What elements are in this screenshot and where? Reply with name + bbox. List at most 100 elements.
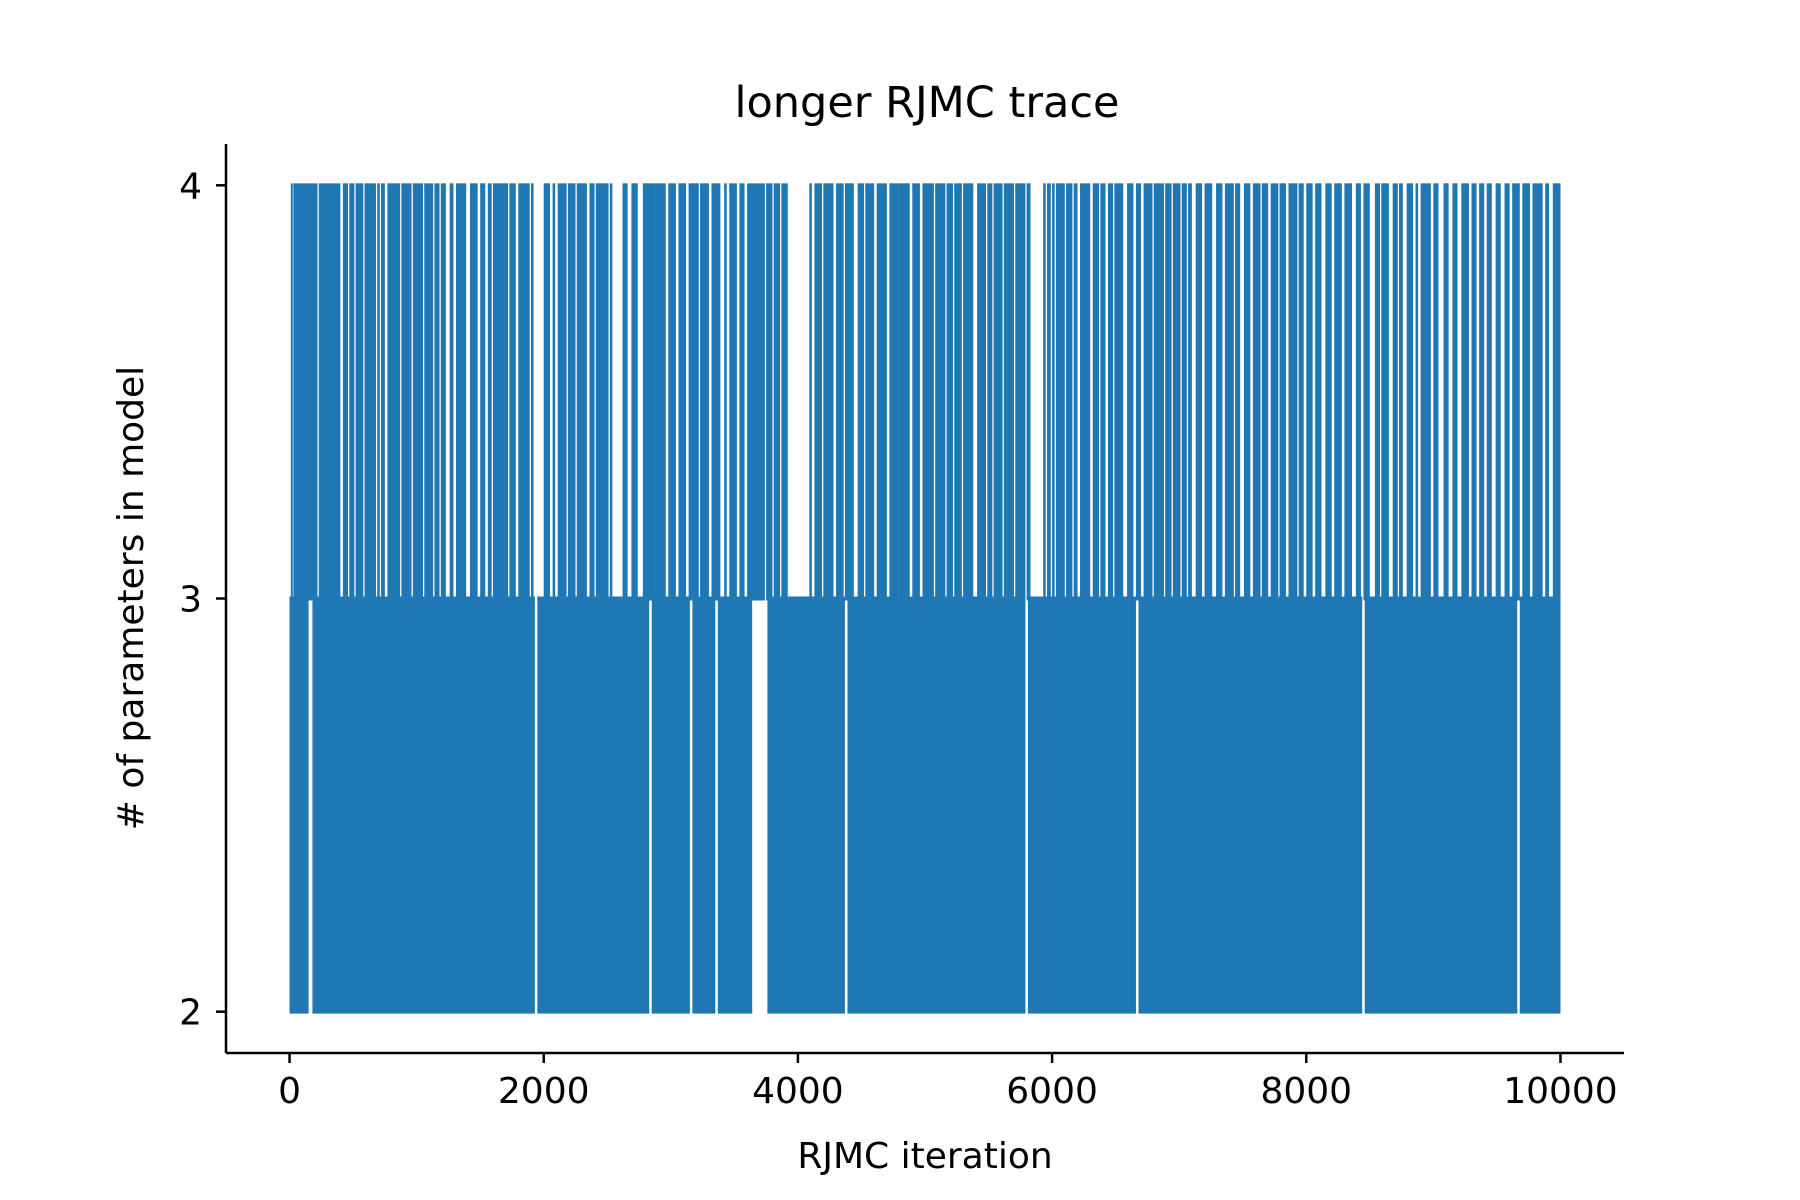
trace-band-3-4	[1052, 185, 1055, 599]
trace-band-3-4	[355, 185, 364, 599]
trace-band-3-4	[668, 185, 676, 599]
trace-band-3-4	[1224, 185, 1234, 599]
trace-band-3-4	[293, 185, 318, 599]
trace-band-3-4	[739, 185, 745, 599]
x-tick-label: 8000	[1260, 1071, 1352, 1112]
trace-band-3-4	[809, 185, 812, 599]
trace-band-3-4	[480, 185, 486, 599]
trace-band-3-4	[1270, 185, 1279, 599]
trace-band-3-4	[1181, 185, 1187, 599]
trace-band-3-4	[1374, 185, 1380, 599]
trace-band-3-4	[518, 185, 530, 599]
trace-band-3-4	[773, 185, 781, 599]
trace-band-2-3	[651, 598, 690, 1012]
trace-band-3-4	[857, 185, 864, 599]
trace-band-3-4	[1420, 185, 1431, 599]
trace-band-3-4	[1172, 185, 1181, 599]
trace-band-2-3	[847, 598, 1026, 1012]
trace-band-3-4	[993, 185, 1003, 599]
trace-band-3-4	[1066, 185, 1073, 599]
trace-band-3-4	[836, 185, 844, 599]
trace-band-2-3	[767, 598, 845, 1012]
trace-band-3-4	[1381, 185, 1389, 599]
trace-band-3-4	[595, 185, 609, 599]
trace-band-3-4	[1216, 185, 1223, 599]
trace-band-3-4	[1325, 185, 1332, 599]
trace-band-3-4	[889, 185, 899, 599]
trace-band-3-4	[1092, 185, 1100, 599]
x-tick-label: 0	[278, 1071, 301, 1112]
trace-band-3-4	[487, 185, 492, 599]
trace-band-3-4	[1504, 185, 1510, 599]
trace-band-3-4	[1443, 185, 1449, 599]
chart-title: longer RJMC trace	[735, 78, 1120, 128]
trace-band-3-4	[449, 185, 454, 599]
trace-band-3-4	[567, 185, 576, 599]
trace-band-3-4	[552, 185, 556, 599]
trace-band-3-4	[865, 185, 875, 599]
trace-band-3-4	[1415, 185, 1419, 599]
trace-band-3-4	[977, 185, 987, 599]
trace-band-2-3	[692, 598, 716, 1012]
trace-band-3-4	[1545, 185, 1550, 599]
trace-band-3-4	[1522, 185, 1530, 599]
trace-band-3-4	[823, 185, 834, 599]
trace-band-3-4	[576, 185, 587, 599]
trace-band-3-4	[678, 185, 687, 599]
trace-band-3-4	[1461, 185, 1469, 599]
y-tick-label: 2	[179, 993, 202, 1034]
trace-band-3-4	[898, 185, 910, 599]
trace-band-3-4	[1392, 185, 1398, 599]
trace-band-3-4	[1261, 185, 1269, 599]
trace-band-3-4	[412, 185, 423, 599]
trace-band-3-4	[381, 185, 385, 599]
trace-band-2-3	[717, 598, 753, 1012]
trace-band-3-4	[1552, 185, 1561, 599]
trace-band-3-4	[1108, 185, 1114, 599]
trace-band-3-4	[1452, 185, 1458, 599]
trace-band-3-4	[1406, 185, 1414, 599]
trace-band-3-4	[509, 185, 516, 599]
trace-band-3-4	[609, 185, 613, 599]
y-axis-label: # of parameters in model	[111, 366, 152, 830]
trace-band-3-4	[1143, 185, 1153, 599]
trace-band-3-4	[642, 185, 656, 599]
trace-band-3-4	[1055, 185, 1065, 599]
trace-band-3-4	[1486, 185, 1492, 599]
trace-band-3-4	[342, 185, 349, 599]
trace-band-3-4	[1073, 185, 1078, 599]
trace-band-3-4	[1252, 185, 1261, 599]
trace-band-3-4	[1195, 185, 1203, 599]
trace-band-2-3	[1519, 598, 1561, 1012]
trace-band-3-4	[318, 185, 341, 599]
trace-band-2-3	[312, 598, 535, 1012]
trace-band-3-4	[424, 185, 434, 599]
trace-band-3-4	[1306, 185, 1313, 599]
trace-band-3-4	[1315, 185, 1322, 599]
trace-band-3-4	[290, 185, 293, 599]
x-axis-ticks: 0 2000 4000 6000 8000 10000	[278, 1053, 1618, 1112]
trace-band-3-4	[724, 185, 727, 599]
x-tick-label: 10000	[1503, 1071, 1618, 1112]
trace-band-3-4	[1026, 185, 1031, 599]
y-tick-label: 4	[179, 166, 202, 207]
trace-band-3-4	[987, 185, 993, 599]
trace-band-2-3	[1027, 598, 1136, 1012]
trace-band-3-4	[946, 185, 953, 599]
trace-band-3-4	[1047, 185, 1051, 599]
trace-band-3-4	[747, 185, 765, 599]
trace-band-3-4	[700, 185, 709, 599]
trace-band-3-4	[655, 185, 666, 599]
trace-band-3-4	[1043, 185, 1046, 599]
x-tick-label: 4000	[752, 1071, 844, 1112]
trace-band-3-4	[543, 185, 551, 599]
x-tick-label: 2000	[498, 1071, 590, 1112]
trace-band-3-4	[1080, 185, 1091, 599]
trace-band-3-4	[1471, 185, 1477, 599]
trace-band-3-4	[631, 185, 638, 599]
trace-band-3-4	[1512, 185, 1520, 599]
trace-band-3-4	[1165, 185, 1172, 599]
x-axis-label: RJMC iteration	[797, 1136, 1052, 1177]
trace-band-3-4	[876, 185, 887, 599]
